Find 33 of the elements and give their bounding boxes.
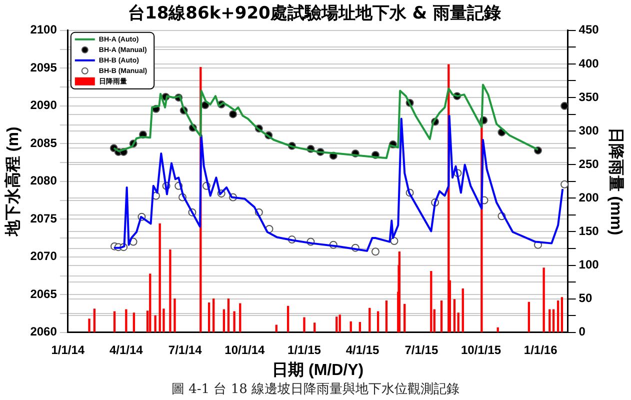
caption: 圖 4-1 台 18 線邊坡日降雨量與地下水位觀測記錄 [170, 381, 460, 398]
x-tick-label: 1/1/15 [288, 342, 322, 357]
y-tick-label: 2095 [30, 60, 58, 74]
x-tick-label: 4/1/14 [109, 342, 144, 357]
y2-tick-label: 400 [578, 56, 600, 70]
y2-tick-label: 300 [578, 123, 600, 138]
chart-title: 台18線86k+920處試驗場址地下水 & 雨量記錄 [128, 4, 502, 24]
x-tick-label: 7/1/15 [404, 342, 438, 357]
y2-tick-label: 150 [578, 224, 600, 238]
y-tick-label: 2060 [30, 324, 58, 339]
x-tick-label: 4/1/15 [346, 342, 380, 357]
y2-tick-label: 200 [578, 190, 600, 204]
y2-axis-title: 日降雨量 (mm) [606, 128, 625, 236]
y-tick-label: 2100 [30, 22, 58, 37]
y2-tick-label: 100 [578, 258, 600, 272]
y-tick-label: 2090 [30, 98, 58, 112]
y-tick-label: 2085 [30, 136, 58, 150]
x-axis-title: 日期 (M/D/Y) [272, 360, 364, 379]
y-tick-label: 2075 [30, 211, 58, 226]
x-tick-label: 10/1/15 [460, 342, 502, 357]
x-tick-label: 7/1/14 [168, 342, 202, 357]
y2-tick-label: 0 [578, 324, 586, 339]
x-tick-label: 1/1/16 [524, 342, 558, 357]
y-axis-title: 地下水高程 (m) [3, 126, 22, 238]
y-tick-label: 2070 [30, 249, 58, 264]
y2-tick-label: 50 [578, 291, 592, 306]
y2-tick-label: 450 [578, 22, 600, 37]
y-tick-label: 2065 [30, 286, 58, 301]
x-tick-label: 10/1/14 [224, 342, 266, 357]
y-tick-label: 2080 [30, 174, 58, 188]
y2-tick-label: 250 [578, 156, 600, 171]
x-tick-label: 1/1/14 [51, 342, 85, 357]
y2-tick-label: 350 [578, 90, 600, 104]
